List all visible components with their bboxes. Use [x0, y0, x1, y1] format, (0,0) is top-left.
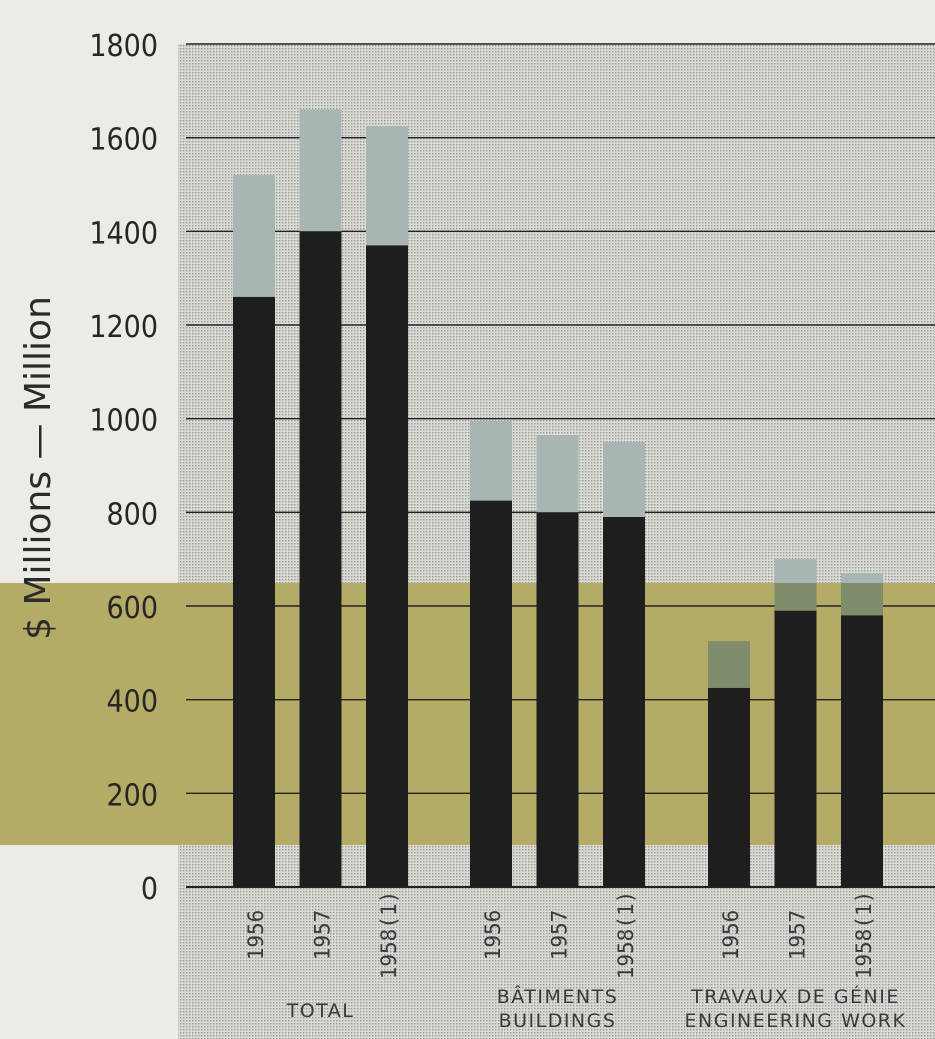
- y-tick-label-200: 200: [106, 778, 158, 813]
- group-label-2-line-0: TRAVAUX DE GÉNIE: [690, 985, 900, 1008]
- y-tick-label-1600: 1600: [89, 123, 158, 158]
- bar-lower-g2-0: [708, 687, 750, 887]
- y-tick-label-1400: 1400: [89, 216, 158, 251]
- year-label-g0-0: 1956: [244, 910, 268, 961]
- bar-lower-g0-1: [299, 231, 342, 888]
- bar-upper-g1-0: [470, 421, 512, 501]
- year-label-g2-1: 1957: [786, 910, 810, 961]
- year-label-g1-0: 1956: [481, 910, 505, 961]
- y-tick-label-0: 0: [141, 872, 158, 907]
- bar-upper-g0-1: [299, 109, 342, 232]
- y-tick-label-800: 800: [106, 497, 158, 532]
- bar-upper-g1-2: [603, 442, 645, 518]
- y-tick-label-1800: 1800: [89, 29, 158, 64]
- group-label-0-line-0: TOTAL: [286, 1000, 355, 1022]
- bar-lower-g1-1: [536, 512, 579, 887]
- y-axis-title: $ Millions — Million: [18, 296, 59, 640]
- bar-lower-g0-0: [233, 296, 275, 887]
- bar-upper-g1-1: [536, 435, 579, 513]
- year-label-g2-0: 1956: [719, 910, 743, 961]
- year-label-g2-2: 1958(1): [852, 891, 876, 980]
- year-label-g0-2: 1958(1): [377, 891, 401, 980]
- bar-lower-g2-2: [841, 615, 883, 887]
- bar-lower-g1-0: [470, 500, 512, 887]
- year-label-g1-1: 1957: [548, 910, 572, 961]
- group-label-2-line-1: ENGINEERING WORK: [685, 1010, 907, 1032]
- y-tick-label-1000: 1000: [89, 404, 158, 439]
- bar-upper-g2-1: [774, 559, 817, 583]
- year-label-g0-1: 1957: [311, 910, 335, 961]
- bar-upper-band-g2-2: [841, 583, 883, 616]
- year-label-g1-2: 1958(1): [614, 891, 638, 980]
- bar-upper-g0-2: [366, 125, 408, 246]
- group-label-1-line-1: BUILDINGS: [499, 1010, 617, 1032]
- bar-lower-g1-2: [603, 517, 645, 887]
- bar-lower-g0-2: [366, 245, 408, 888]
- bar-upper-band-g2-1: [774, 583, 817, 611]
- bar-upper-band-g2-0: [708, 641, 750, 688]
- group-label-1-line-0: BÂTIMENTS: [497, 985, 619, 1008]
- bar-lower-g2-1: [774, 610, 817, 887]
- y-tick-label-400: 400: [106, 685, 158, 720]
- y-tick-label-1200: 1200: [89, 310, 158, 345]
- bar-upper-g0-0: [233, 175, 275, 297]
- y-tick-label-600: 600: [106, 591, 158, 626]
- bar-upper-g2-2: [841, 573, 883, 583]
